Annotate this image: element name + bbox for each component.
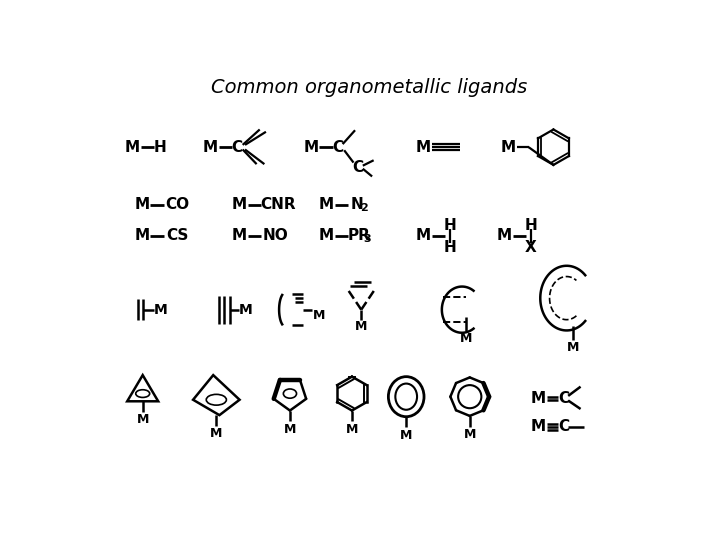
Text: H: H [444, 240, 456, 255]
Text: M: M [319, 228, 334, 243]
Text: N: N [350, 198, 363, 212]
Text: X: X [525, 240, 537, 255]
Text: M: M [346, 422, 358, 436]
Text: M: M [501, 140, 516, 154]
Text: M: M [459, 332, 472, 345]
Text: M: M [125, 140, 140, 154]
Text: M: M [210, 427, 222, 440]
Text: M: M [400, 429, 413, 442]
Text: 2: 2 [360, 203, 367, 213]
Text: M: M [232, 228, 247, 243]
Text: NO: NO [262, 228, 288, 243]
Text: M: M [135, 228, 150, 243]
Text: M: M [464, 428, 476, 441]
Text: CO: CO [166, 198, 189, 212]
Text: C: C [232, 140, 243, 154]
Text: M: M [303, 140, 318, 154]
Text: M: M [312, 309, 325, 322]
Text: M: M [531, 391, 546, 406]
Text: CS: CS [166, 228, 189, 243]
Text: PR: PR [348, 228, 370, 243]
Text: H: H [444, 218, 456, 233]
Text: H: H [153, 140, 166, 154]
Text: CNR: CNR [261, 198, 296, 212]
Text: M: M [284, 422, 296, 436]
Text: M: M [497, 228, 512, 243]
Text: M: M [319, 198, 334, 212]
Text: Common organometallic ligands: Common organometallic ligands [211, 78, 527, 97]
Text: M: M [531, 419, 546, 434]
Text: M: M [202, 140, 217, 154]
Text: M: M [567, 341, 579, 354]
Text: M: M [153, 302, 167, 316]
Text: C: C [333, 140, 343, 154]
Text: M: M [355, 320, 367, 333]
Text: C: C [558, 419, 569, 434]
Text: M: M [415, 140, 431, 154]
Text: M: M [239, 302, 253, 316]
Text: M: M [415, 228, 431, 243]
Text: M: M [232, 198, 247, 212]
Text: C: C [353, 160, 364, 175]
Text: M: M [135, 198, 150, 212]
Text: H: H [525, 218, 537, 233]
Text: C: C [558, 391, 569, 406]
Text: M: M [137, 413, 149, 426]
Text: 3: 3 [364, 234, 372, 244]
